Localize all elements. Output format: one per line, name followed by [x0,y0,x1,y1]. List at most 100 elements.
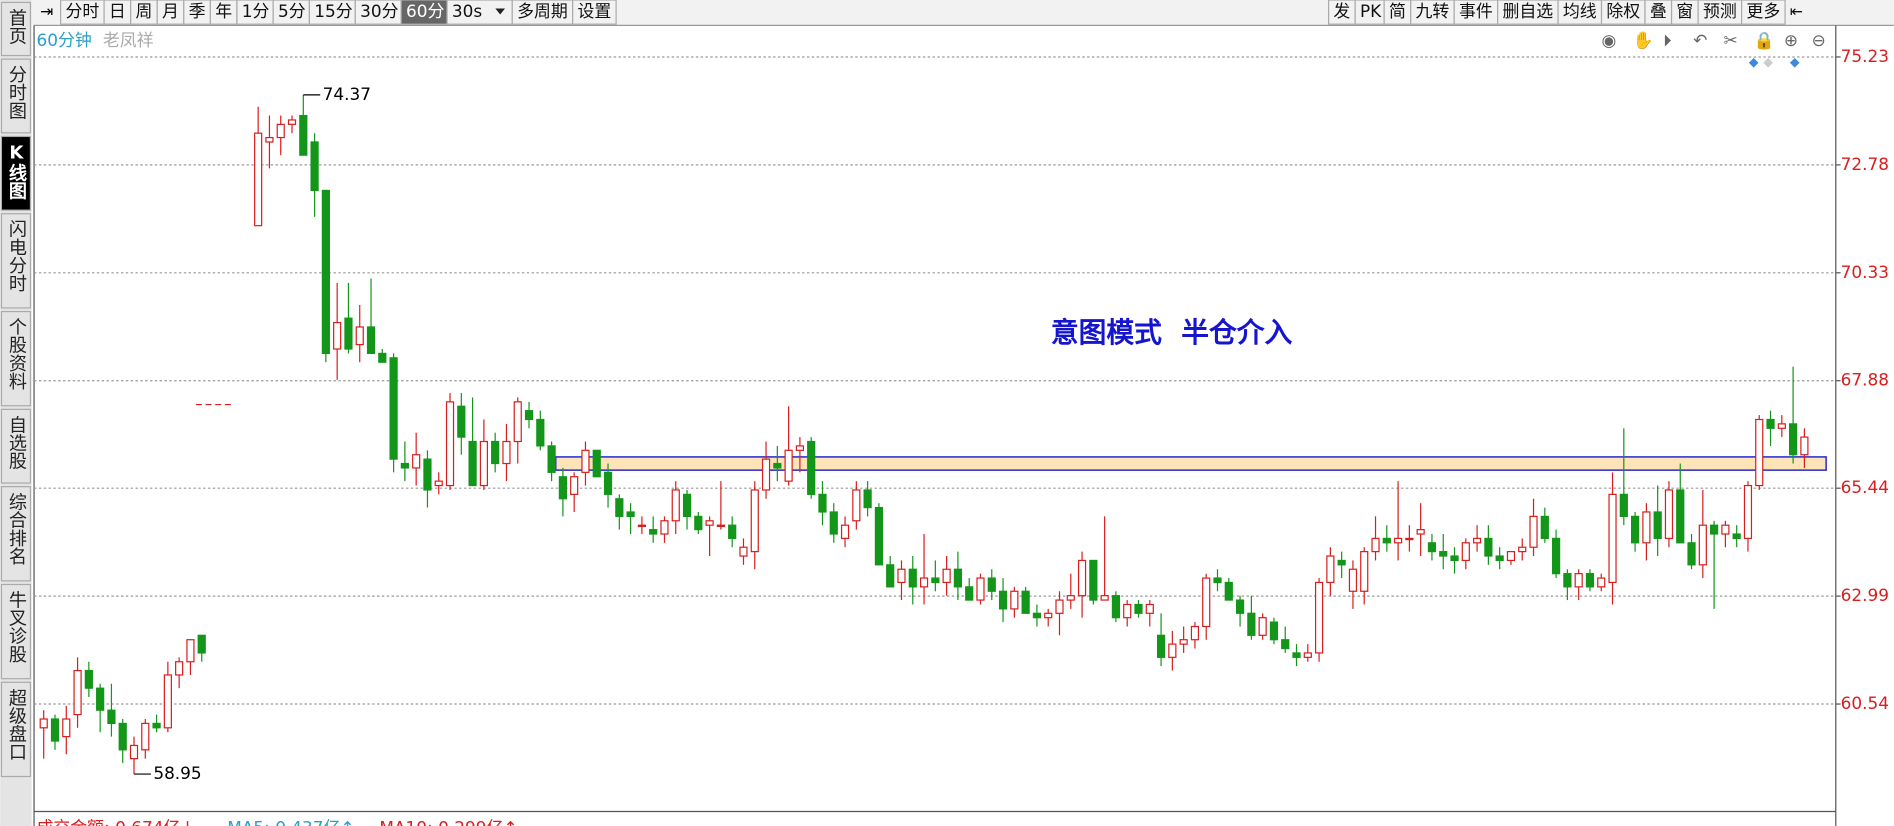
toolbar-button[interactable] [1697,0,1743,25]
toolbar-button[interactable] [1453,0,1499,25]
candle-body [761,458,771,491]
tool-icon[interactable]: ⏵ [1663,30,1671,50]
toolbar-button[interactable] [354,0,402,25]
diamond [1763,57,1773,68]
candle-body [1506,551,1516,562]
toolbar-button[interactable] [572,0,617,25]
candle-body [1393,537,1403,544]
candle-body [1461,542,1470,562]
candle-body [1766,418,1775,429]
candle-body [1168,643,1177,658]
toolbar-label: 删自选 [1502,1,1553,21]
candle-body [445,401,455,487]
toolbar-button[interactable] [1557,0,1603,25]
toolbar-button[interactable] [60,0,105,25]
candle-body [1123,603,1132,619]
nav-tab[interactable] [0,583,32,680]
nav-tab[interactable] [0,213,32,309]
nav-tab-label: 牛叉诊股 [6,590,27,663]
toolbar-label: 事件 [1459,1,1493,21]
toolbar-button[interactable] [1410,0,1455,25]
y-tick-label: 60.54 [1841,693,1889,713]
toolbar-icon[interactable]: ⇥ [40,2,53,21]
toolbar-button[interactable] [1497,0,1559,25]
y-tick-label: 72.78 [1841,154,1889,174]
candle-body [807,440,816,495]
candle-body [1247,612,1256,636]
candle-body [1653,511,1662,540]
candle-body [175,661,184,676]
candle-body [1450,555,1459,562]
tool-icon[interactable]: 🔒 [1754,30,1775,50]
toolbar-button[interactable] [1327,0,1356,25]
candle-body [1405,537,1414,541]
nav-tab-label: 综合排名 [6,493,27,566]
candle-body [479,440,488,487]
candle-body [1044,612,1053,619]
candle-body [1777,423,1786,429]
toolbar-button[interactable] [1383,0,1412,25]
toolbar-label: 1分 [242,1,270,21]
nav-tab[interactable] [0,408,32,484]
candle-body [1597,577,1606,588]
candle-body [1100,595,1109,601]
candle-body [321,189,330,355]
candle-body [1439,551,1448,557]
candle-body [1484,537,1493,557]
toolbar-button[interactable] [400,0,448,25]
toolbar-button[interactable] [156,0,185,25]
nav-tab[interactable] [0,58,32,134]
toolbar-label: 年 [215,1,232,21]
candle-body [1371,537,1380,553]
toolbar-label: 分时 [65,1,99,21]
candle-body [1529,515,1538,548]
tool-icon[interactable]: ✋ [1633,30,1654,50]
candle-body [107,709,116,725]
tool-icon[interactable]: ◉ [1602,30,1617,50]
max-label: 74.37 [323,84,371,104]
nav-tab[interactable] [0,135,32,211]
candle-body [536,418,545,447]
candle-body [829,511,838,535]
candle-body [1642,511,1651,544]
tool-icon[interactable]: ⊖ [1812,30,1826,50]
toolbar-button[interactable] [272,0,310,25]
candle-body [1518,546,1527,553]
toolbar-button[interactable] [103,0,132,25]
toolbar-button[interactable] [1600,0,1646,25]
toolbar-button[interactable] [308,0,356,25]
candle-body [400,462,409,469]
nav-tab-label: 个股资料 [6,318,27,391]
tool-icon[interactable]: ↶ [1693,30,1707,50]
toolbar-label: 更多 [1746,1,1780,21]
toolbar-button[interactable] [1740,0,1786,25]
candle-body [626,511,635,517]
nav-tab[interactable] [0,486,32,582]
toolbar-label: 30分 [360,1,398,21]
candle-body [1789,423,1798,456]
nav-tab[interactable] [0,1,32,57]
toolbar-icon[interactable]: ⇤ [1790,2,1803,21]
nav-tab[interactable] [0,681,32,778]
tool-icon[interactable]: ⊕ [1784,30,1798,50]
candle-body [197,634,206,654]
candle-body [1326,555,1335,584]
tool-icon[interactable]: ✂ [1723,30,1737,50]
candle-body [276,123,285,139]
candle-body [1619,493,1628,517]
marker-diamonds [1748,57,1800,68]
candle-body [84,669,93,689]
nav-tab[interactable] [0,310,32,407]
candle-body [355,326,364,346]
toolbar-button[interactable] [1354,0,1385,25]
candle-body [965,586,974,601]
candle-body [1732,533,1741,540]
candle-body [333,321,342,350]
candle-body [1010,590,1019,610]
toolbar-label: 预测 [1703,1,1737,21]
candle-body [287,119,297,125]
candle-body [1077,559,1087,597]
candle-body [1382,537,1391,544]
candle-body [852,489,861,522]
